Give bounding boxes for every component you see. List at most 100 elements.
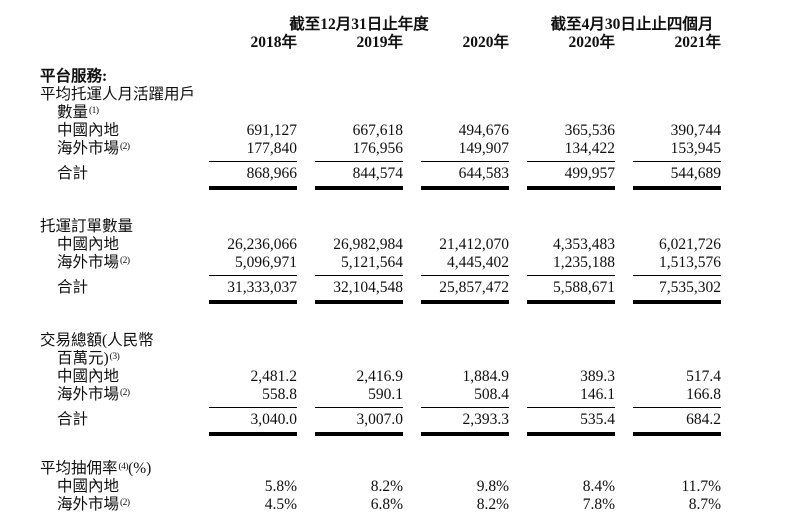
cell-value: 390,744 <box>670 122 721 139</box>
row-label: 合計 <box>40 411 191 429</box>
cell-value: 691,127 <box>246 122 297 139</box>
label-text: 海外市場 <box>57 496 120 513</box>
cell-value: 11.7% <box>681 478 721 495</box>
rule-cell <box>209 186 297 190</box>
label-text: 平均抽佣率 <box>40 460 118 477</box>
double-rule <box>315 432 403 436</box>
table-row: 合計 868,966 844,574 644,583 499,957 544,689 <box>40 161 721 183</box>
cell-value: 499,957 <box>527 161 615 183</box>
cell-value: 1,235,188 <box>553 254 615 271</box>
label-text: 數量 <box>57 104 89 121</box>
cell-value: 590.1 <box>368 386 403 403</box>
label-text: 合計 <box>57 279 89 296</box>
footnote-marker: (3) <box>109 351 120 362</box>
double-rule <box>421 300 509 304</box>
cell-value: 4,445,402 <box>447 254 509 271</box>
cell-value: 844,574 <box>315 161 403 183</box>
label-text: 交易總額(人民幣 <box>40 332 154 349</box>
table-row: 海外市場(2) 4.5% 6.8% 8.2% 7.8% 8.7% <box>40 496 721 514</box>
cell-value: 3,007.0 <box>315 407 403 429</box>
cell-value: 166.8 <box>686 386 721 403</box>
double-rule <box>315 186 403 190</box>
cell-value: 4,353,483 <box>553 236 615 253</box>
footnote-marker: (1) <box>89 105 99 116</box>
period-header-annual: 截至12月31日止年度 <box>289 16 429 33</box>
table-section: 托運訂單數量 中國內地 26,236,066 26,982,984 21,412,070… <box>40 218 721 308</box>
label-text: 海外市場 <box>57 386 120 403</box>
footnote-marker: (2) <box>120 141 130 152</box>
year-header-2021-4m: 2021年 <box>674 34 721 51</box>
double-rule <box>527 300 615 304</box>
rule-cell <box>633 432 721 436</box>
cell-value: 2,416.9 <box>356 368 404 385</box>
rule-cell <box>315 432 403 436</box>
label-text: 托運訂單數量 <box>40 218 134 235</box>
table-row: 海外市場(2) 5,096,971 5,121,564 4,445,402 1,235,… <box>40 254 721 272</box>
table-row: 中國內地 5.8% 8.2% 9.8% 8.4% 11.7% <box>40 478 721 496</box>
footnote-marker: (2) <box>120 497 130 508</box>
double-rule <box>527 186 615 190</box>
double-rule <box>421 432 509 436</box>
metric-label: 數量(1) <box>40 104 191 122</box>
footnote-marker: (2) <box>120 387 130 398</box>
cell-value: 26,982,984 <box>333 236 403 253</box>
cell-value: 667,618 <box>352 122 403 139</box>
cell-value: 6,021,726 <box>659 236 721 253</box>
rule-cell <box>633 300 721 304</box>
double-rule <box>209 186 297 190</box>
table-row: 百萬元)(3) <box>40 350 721 368</box>
double-rule <box>209 432 297 436</box>
cell-value: 684.2 <box>633 407 721 429</box>
double-rule <box>633 300 721 304</box>
table-section: 平均抽佣率(4)(%) 中國內地 5.8% 8.2% 9.8% 8.4% 11.7% 海外市場… <box>40 460 721 514</box>
rule-cell <box>421 300 509 304</box>
cell-value: 31,333,037 <box>209 275 297 297</box>
double-rule <box>633 186 721 190</box>
rule-cell <box>315 186 403 190</box>
table-row: 平均托運人月活躍用戶 <box>40 86 721 104</box>
label-text: 中國內地 <box>57 122 120 139</box>
double-rule <box>209 300 297 304</box>
metric-label: 平均托運人月活躍用戶 <box>40 86 195 104</box>
label-text: 海外市場 <box>57 254 120 271</box>
cell-value: 494,676 <box>458 122 509 139</box>
table-row: 平均抽佣率(4)(%) <box>40 460 721 478</box>
rule-cell <box>209 432 297 436</box>
period-header-row: 截至12月31日止年度 截至4月30日止止四個月 <box>40 16 721 34</box>
cell-value: 149,907 <box>458 140 509 157</box>
rule-cell <box>527 186 615 190</box>
label-text: 中國內地 <box>57 368 120 385</box>
cell-value: 26,236,066 <box>227 236 297 253</box>
cell-value: 7,535,302 <box>633 275 721 297</box>
row-label: 合計 <box>40 165 191 183</box>
rule-cell <box>527 300 615 304</box>
double-rule <box>527 432 615 436</box>
table-row <box>40 186 721 194</box>
cell-value: 4.5% <box>264 496 297 513</box>
table-row: 中國內地 691,127 667,618 494,676 365,536 390,744 <box>40 122 721 140</box>
cell-value: 5,588,671 <box>527 275 615 297</box>
label-text: 海外市場 <box>57 140 120 157</box>
cell-value: 3,040.0 <box>209 407 297 429</box>
rule-cell <box>421 432 509 436</box>
row-label: 中國內地 <box>40 478 191 496</box>
cell-value: 7.8% <box>582 496 615 513</box>
cell-value: 5,121,564 <box>341 254 403 271</box>
cell-value: 8.2% <box>370 478 403 495</box>
rule-cell <box>527 432 615 436</box>
table-body: 平台服務: 平均托運人月活躍用戶 數量(1) 中國內地 691,127 667,618 49… <box>40 68 721 514</box>
table-row: 托運訂單數量 <box>40 218 721 236</box>
double-rule <box>421 186 509 190</box>
cell-value: 558.8 <box>262 386 297 403</box>
cell-value: 146.1 <box>580 386 615 403</box>
cell-value: 644,583 <box>421 161 509 183</box>
label-text: 中國內地 <box>57 236 120 253</box>
rule-cell <box>209 300 297 304</box>
label-text: 合計 <box>57 411 89 428</box>
year-header-2019: 2019年 <box>356 34 403 51</box>
label-suffix: (%) <box>128 460 152 477</box>
table-row <box>40 432 721 440</box>
cell-value: 176,956 <box>352 140 403 157</box>
section-heading: 平台服務: <box>40 68 191 86</box>
